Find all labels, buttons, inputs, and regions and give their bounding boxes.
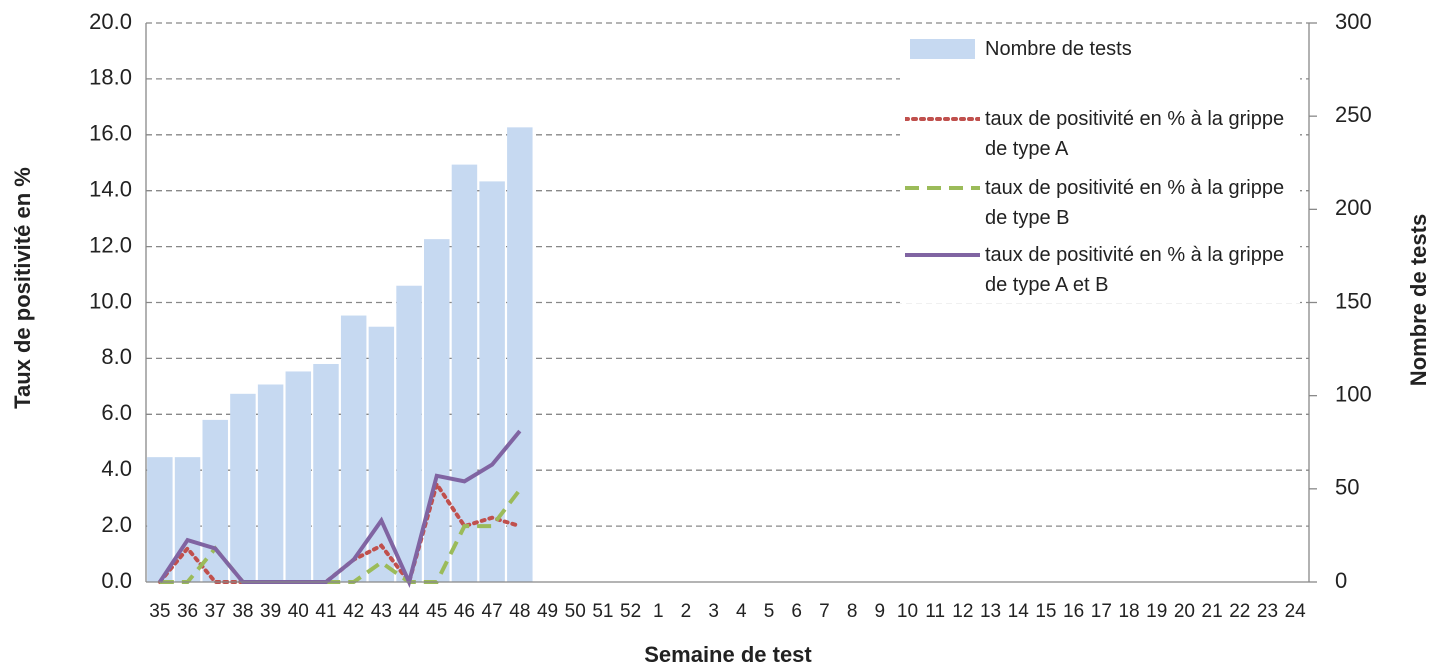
x-tick-label: 49: [537, 601, 558, 622]
x-tick-label: 40: [288, 601, 309, 622]
bar: [285, 371, 312, 582]
y-tick-label: 10.0: [89, 288, 132, 313]
x-tick-label: 15: [1035, 601, 1056, 622]
x-tick-label: 42: [343, 601, 364, 622]
x-tick-label: 7: [819, 601, 830, 622]
x-tick-label: 36: [177, 601, 198, 622]
bar: [396, 285, 422, 582]
x-tick-label: 21: [1202, 601, 1223, 622]
y2-tick-label: 50: [1335, 475, 1359, 500]
x-tick-label: 18: [1118, 601, 1139, 622]
y2-tick-label: 150: [1335, 288, 1372, 313]
y-tick-label: 8.0: [101, 344, 132, 369]
x-tick-label: 50: [565, 601, 586, 622]
bar: [257, 384, 284, 582]
y-tick-label: 16.0: [89, 121, 132, 146]
y2-axis-label: Nombre de tests: [1406, 214, 1431, 386]
y-tick-label: 12.0: [89, 232, 132, 257]
y-tick-label: 2.0: [101, 512, 132, 537]
legend-label: Nombre de tests: [985, 38, 1132, 60]
x-tick-label: 45: [426, 601, 447, 622]
x-tick-label: 10: [897, 601, 918, 622]
legend-swatch: [905, 186, 980, 190]
x-tick-label: 43: [371, 601, 392, 622]
x-tick-label: 14: [1008, 601, 1030, 622]
y-tick-label: 4.0: [101, 456, 132, 481]
x-tick-label: 51: [592, 601, 613, 622]
y2-tick-label: 0: [1335, 568, 1347, 593]
x-tick-label: 22: [1229, 601, 1250, 622]
bar: [313, 363, 339, 582]
y-axis-label: Taux de positivité en %: [10, 167, 35, 409]
bar: [451, 164, 478, 582]
x-tick-label: 20: [1174, 601, 1195, 622]
bar: [202, 419, 228, 582]
bar: [147, 457, 173, 582]
y2-tick-label: 200: [1335, 195, 1372, 220]
x-tick-label: 5: [764, 601, 775, 622]
y2-tick-label: 300: [1335, 9, 1372, 34]
x-tick-label: 17: [1091, 601, 1112, 622]
x-tick-label: 9: [875, 601, 886, 622]
x-tick-label: 47: [482, 601, 503, 622]
legend-swatch: [910, 39, 975, 59]
x-tick-label: 23: [1257, 601, 1278, 622]
x-tick-label: 3: [708, 601, 719, 622]
x-tick-label: 44: [398, 601, 420, 622]
x-tick-label: 16: [1063, 601, 1084, 622]
legend-label: taux de positivité en % à la grippe de t…: [985, 108, 1285, 160]
x-tick-label: 19: [1146, 601, 1167, 622]
x-tick-label: 37: [205, 601, 226, 622]
x-tick-label: 24: [1285, 601, 1307, 622]
x-tick-label: 52: [620, 601, 641, 622]
x-tick-label: 39: [260, 601, 281, 622]
y2-tick-label: 250: [1335, 102, 1372, 127]
line-series: [158, 429, 522, 588]
bar: [507, 127, 533, 582]
x-tick-label: 41: [315, 601, 336, 622]
y-tick-label: 6.0: [101, 400, 132, 425]
y-tick-label: 18.0: [89, 65, 132, 90]
x-tick-label: 2: [681, 601, 692, 622]
x-axis-label: Semaine de test: [644, 642, 812, 667]
bar: [424, 239, 450, 582]
x-tick-label: 4: [736, 601, 747, 622]
legend: Nombre de tests taux de positivité en % à…: [900, 28, 1300, 303]
y-tick-label: 0.0: [101, 568, 132, 593]
x-tick-label: 46: [454, 601, 475, 622]
y2-tick-label: 100: [1335, 381, 1372, 406]
x-tick-label: 48: [509, 601, 530, 622]
x-tick-label: 8: [847, 601, 858, 622]
x-tick-label: 38: [232, 601, 253, 622]
x-tick-label: 6: [791, 601, 802, 622]
x-tick-label: 12: [952, 601, 973, 622]
y-tick-label: 20.0: [89, 9, 132, 34]
x-tick-label: 35: [149, 601, 170, 622]
bar: [230, 393, 256, 582]
x-tick-label: 13: [980, 601, 1001, 622]
x-tick-label: 11: [925, 601, 945, 622]
bar: [174, 457, 201, 582]
y-tick-label: 14.0: [89, 177, 132, 202]
legend-swatch-bar: [910, 39, 975, 59]
legend-label: taux de positivité en % à la grippe de t…: [985, 244, 1285, 296]
legend-label: taux de positivité en % à la grippe de t…: [985, 177, 1285, 229]
x-tick-label: 1: [653, 601, 664, 622]
legend-swatch: [905, 117, 980, 121]
bar: [340, 315, 367, 582]
legend-swatch: [905, 253, 980, 257]
